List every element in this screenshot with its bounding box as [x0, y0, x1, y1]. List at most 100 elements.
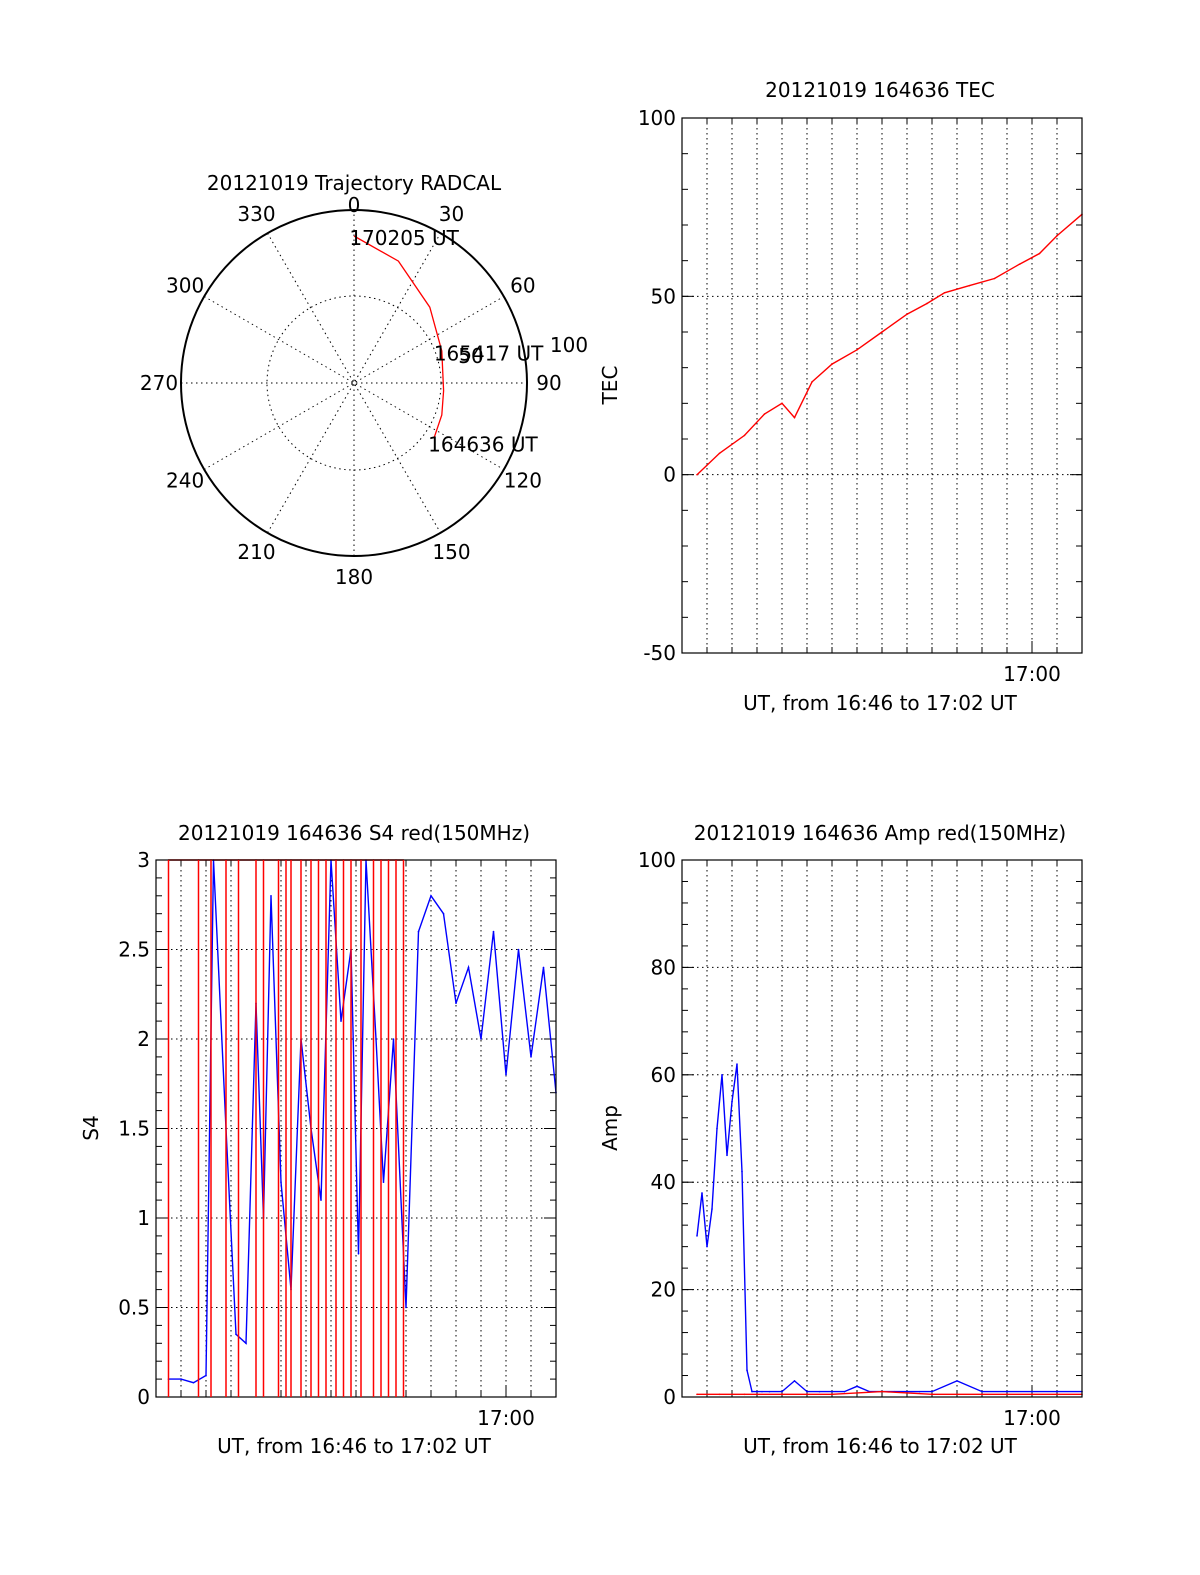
data-point [881, 1390, 883, 1393]
y-tick-label: 1 [137, 1206, 150, 1230]
polar-time-annotation: 164636 UT [428, 433, 538, 457]
data-point [781, 1393, 783, 1396]
polar-angle-label: 330 [237, 202, 275, 226]
data-point [320, 1199, 322, 1201]
data-point [906, 1390, 908, 1393]
data-point [931, 1390, 933, 1393]
polar-trajectory-line [353, 235, 445, 438]
y-tick-label: 20 [651, 1278, 676, 1302]
data-point [856, 1385, 858, 1388]
data-point [492, 930, 495, 933]
y-tick-label: 0 [663, 463, 676, 487]
data-point [716, 1127, 718, 1130]
s4-xlabel: UT, from 16:46 to 17:02 UT [217, 1434, 492, 1458]
data-point [731, 1100, 733, 1103]
plot-frame [681, 117, 1083, 654]
x-tick-label: 17:00 [1003, 662, 1061, 686]
amp-xlabel: UT, from 16:46 to 17:02 UT [743, 1434, 1018, 1458]
x-tick-label: 17:00 [1003, 1406, 1061, 1430]
data-point [818, 1390, 821, 1393]
data-point [806, 1390, 808, 1393]
polar-angle-label: 180 [335, 565, 373, 589]
y-tick-label: 2.5 [118, 938, 150, 962]
data-point [831, 363, 833, 365]
data-point [811, 381, 813, 383]
polar-trajectory-chart: 20121019 Trajectory RADCAL 0 30 60 90 120 150… [140, 171, 588, 589]
polar-angle-label: 30 [439, 202, 464, 226]
series-line-0 [696, 213, 1083, 476]
data-point [843, 1390, 846, 1393]
data-point [430, 895, 432, 897]
data-point [856, 349, 858, 351]
tec-ylabel: TEC [598, 366, 622, 406]
data-point [280, 1181, 282, 1183]
polar-time-annotation: 165417 UT [434, 342, 544, 366]
polar-angle-label: 150 [432, 540, 470, 564]
data-point [542, 966, 545, 969]
data-point [943, 291, 946, 294]
data-point [756, 1390, 758, 1393]
data-point [480, 1038, 482, 1040]
data-point [968, 284, 971, 287]
data-point [530, 1056, 532, 1058]
data-point [382, 1181, 385, 1183]
y-tick-label: 60 [651, 1063, 676, 1087]
data-point [517, 948, 520, 951]
y-tick-label: 50 [651, 284, 676, 308]
s4-title: 20121019 164636 S4 red(150MHz) [178, 821, 530, 845]
data-point [881, 331, 883, 333]
polar-inner-ring [266, 295, 442, 471]
data-point [1056, 1390, 1058, 1393]
data-point [993, 277, 996, 280]
data-point [417, 930, 420, 933]
amp-ylabel: Amp [598, 1105, 622, 1151]
data-point [1006, 1390, 1008, 1393]
data-point [1018, 263, 1021, 266]
data-point [906, 313, 908, 315]
data-point [1031, 1393, 1033, 1396]
data-point [467, 966, 470, 969]
y-tick-label: 3 [137, 848, 150, 872]
polar-angle-label: 210 [237, 540, 275, 564]
y-tick-label: -50 [643, 641, 676, 665]
polar-spoke [267, 232, 441, 534]
tec-xlabel: UT, from 16:46 to 17:02 UT [743, 691, 1018, 715]
data-point [192, 1381, 195, 1384]
data-point [781, 402, 783, 405]
data-point [340, 1020, 342, 1022]
polar-angle-label: 0 [348, 193, 361, 217]
data-point [721, 1074, 723, 1076]
data-point [726, 1154, 728, 1157]
polar-radius-label: 50 [458, 344, 483, 368]
s4-chart: 20121019 164636 S4 red(150MHz) UT, from … [79, 821, 557, 1458]
data-point [696, 473, 698, 476]
y-tick-label: 0 [663, 1385, 676, 1409]
data-point [793, 1380, 796, 1382]
polar-title: 20121019 Trajectory RADCAL [207, 171, 502, 195]
data-point [711, 1208, 713, 1210]
data-point [751, 1390, 753, 1393]
y-tick-label: 80 [651, 955, 676, 979]
data-point [768, 1390, 771, 1393]
polar-outer-ring [180, 209, 528, 557]
data-point [235, 1333, 237, 1336]
data-point [392, 1038, 395, 1040]
tec-chart: 20121019 164636 TEC UT, from 16:46 to 17… [598, 78, 1083, 715]
series-line-1 [697, 1390, 1082, 1395]
data-point [696, 1235, 698, 1237]
data-point [831, 1393, 833, 1396]
data-point [781, 1390, 783, 1393]
data-point [455, 1002, 457, 1004]
data-point [718, 1393, 721, 1396]
data-point [956, 1380, 958, 1382]
y-tick-label: 100 [638, 848, 676, 872]
y-tick-label: 40 [651, 1170, 676, 1194]
x-tick-label: 17:00 [477, 1406, 535, 1430]
polar-angle-label: 120 [504, 469, 542, 493]
series-line-0 [696, 1064, 1082, 1393]
data-point [743, 434, 746, 437]
data-point [763, 413, 766, 415]
data-point [405, 1306, 407, 1309]
tec-title: 20121019 164636 TEC [765, 78, 995, 102]
